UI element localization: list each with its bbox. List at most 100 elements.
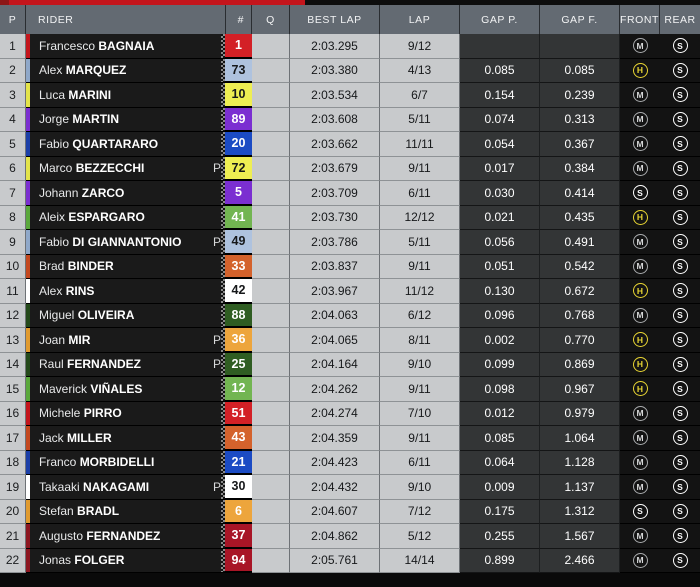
rider-cell[interactable]: Luca MARINI 10 [26, 83, 252, 108]
rider-first-name: Jonas [39, 553, 75, 568]
pit-flag: P [212, 332, 221, 347]
rider-cell[interactable]: Alex RINS 42 [26, 279, 252, 304]
table-row[interactable]: 20 Stefan BRADL 6 2:04.607 7/12 0.175 1.312 S S [0, 499, 700, 524]
rider-cell[interactable]: Miguel OLIVEIRA 88 [26, 303, 252, 328]
checkered-divider [221, 524, 225, 548]
table-row[interactable]: 6 Marco BEZZECCHI P 72 2:03.679 9/11 0.017 0.38… [0, 156, 700, 181]
front-tyre-cell: M [620, 524, 660, 549]
row-position: 20 [0, 499, 26, 524]
rider-last-name: BEZZECCHI [75, 161, 145, 176]
best-lap-cell: 2:05.761 [290, 548, 380, 573]
gap-previous-cell: 0.255 [460, 524, 540, 549]
front-tyre-cell: H [620, 279, 660, 304]
table-row[interactable]: 5 Fabio QUARTARARO 20 2:03.662 11/11 0.054 0.3… [0, 132, 700, 157]
rider-cell[interactable]: Marco BEZZECCHI P 72 [26, 156, 252, 181]
team-color-strip [26, 58, 30, 82]
table-row[interactable]: 16 Michele PIRRO 51 2:04.274 7/10 0.012 0.979 M… [0, 401, 700, 426]
table-row[interactable]: 21 Augusto FERNANDEZ 37 2:04.862 5/12 0.255 1.… [0, 524, 700, 549]
rider-cell[interactable]: Joan MIR P 36 [26, 328, 252, 353]
table-row[interactable]: 1 Francesco BAGNAIA 1 2:03.295 9/12 M S [0, 34, 700, 59]
row-position: 17 [0, 426, 26, 451]
column-header-best-lap: BEST LAP [290, 5, 380, 34]
best-lap-cell: 2:04.262 [290, 377, 380, 402]
table-row[interactable]: 22 Jonas FOLGER 94 2:05.761 14/14 0.899 2.466 M… [0, 548, 700, 573]
rider-cell[interactable]: Michele PIRRO 51 [26, 401, 252, 426]
table-row[interactable]: 19 Takaaki NAKAGAMI P 30 2:04.432 9/10 0.009 1.… [0, 475, 700, 500]
lap-cell: 7/10 [380, 401, 460, 426]
table-row[interactable]: 4 Jorge MARTIN 89 2:03.608 5/11 0.074 0.313 M S [0, 107, 700, 132]
rider-cell[interactable]: Stefan BRADL 6 [26, 499, 252, 524]
rider-first-name: Maverick [39, 381, 91, 396]
table-row[interactable]: 3 Luca MARINI 10 2:03.534 6/7 0.154 0.239 M S [0, 83, 700, 108]
front-tyre-cell: M [620, 475, 660, 500]
gap-first-cell: 1.312 [540, 499, 620, 524]
rider-last-name: BAGNAIA [98, 38, 155, 53]
rider-cell[interactable]: Augusto FERNANDEZ 37 [26, 524, 252, 549]
rider-last-name: FERNANDEZ [67, 357, 142, 372]
rider-number-badge: 6 [225, 499, 252, 523]
rider-cell[interactable]: Alex MARQUEZ 73 [26, 58, 252, 83]
rider-name: Marco BEZZECCHI [39, 161, 144, 175]
qualifying-cell [252, 303, 290, 328]
qualifying-cell [252, 352, 290, 377]
qualifying-cell [252, 107, 290, 132]
checkered-divider [221, 107, 225, 131]
table-row[interactable]: 18 Franco MORBIDELLI 21 2:04.423 6/11 0.064 1.… [0, 450, 700, 475]
rider-cell[interactable]: Jorge MARTIN 89 [26, 107, 252, 132]
row-position: 1 [0, 34, 26, 59]
table-row[interactable]: 15 Maverick VIÑALES 12 2:04.262 9/11 0.098 0.9… [0, 377, 700, 402]
front-tyre-icon: M [632, 454, 648, 470]
column-header-gap-f: GAP F. [540, 5, 620, 34]
rider-cell[interactable]: Jonas FOLGER 94 [26, 548, 252, 573]
rider-last-name: MIR [68, 332, 91, 347]
rider-last-name: OLIVEIRA [77, 308, 135, 323]
rear-tyre-cell: S [660, 83, 700, 108]
rider-cell[interactable]: Aleix ESPARGARO 41 [26, 205, 252, 230]
rider-last-name: PIRRO [83, 406, 122, 421]
gap-first-cell: 1.064 [540, 426, 620, 451]
table-row[interactable]: 12 Miguel OLIVEIRA 88 2:04.063 6/12 0.096 0.76… [0, 303, 700, 328]
gap-first-cell: 0.542 [540, 254, 620, 279]
rider-number-badge: 41 [225, 205, 252, 229]
rider-number-badge: 25 [225, 352, 252, 376]
rider-cell[interactable]: Jack MILLER 43 [26, 426, 252, 451]
rider-cell[interactable]: Fabio DI GIANNANTONIO P 49 [26, 230, 252, 255]
gap-previous-cell: 0.098 [460, 377, 540, 402]
rider-cell[interactable]: Maverick VIÑALES 12 [26, 377, 252, 402]
rider-cell[interactable]: Raul FERNANDEZ P 25 [26, 352, 252, 377]
rear-tyre-icon: S [672, 405, 688, 421]
rider-cell[interactable]: Brad BINDER 33 [26, 254, 252, 279]
lap-cell: 9/11 [380, 156, 460, 181]
table-row[interactable]: 9 Fabio DI GIANNANTONIO P 49 2:03.786 5/11 0.0… [0, 230, 700, 255]
table-row[interactable]: 14 Raul FERNANDEZ P 25 2:04.164 9/10 0.099 0.86… [0, 352, 700, 377]
rider-name: Johann ZARCO [39, 186, 124, 200]
rider-number-badge: 89 [225, 107, 252, 131]
checkered-divider [221, 156, 225, 180]
rider-first-name: Takaaki [39, 479, 84, 494]
rider-cell[interactable]: Johann ZARCO 5 [26, 181, 252, 206]
rider-cell[interactable]: Francesco BAGNAIA 1 [26, 34, 252, 59]
front-tyre-cell: M [620, 548, 660, 573]
table-row[interactable]: 11 Alex RINS 42 2:03.967 11/12 0.130 0.672 H S [0, 279, 700, 304]
rider-cell[interactable]: Fabio QUARTARARO 20 [26, 132, 252, 157]
gap-first-cell: 0.367 [540, 132, 620, 157]
table-row[interactable]: 8 Aleix ESPARGARO 41 2:03.730 12/12 0.021 0.43… [0, 205, 700, 230]
table-row[interactable]: 13 Joan MIR P 36 2:04.065 8/11 0.002 0.770 H S [0, 328, 700, 353]
rider-number-badge: 1 [225, 34, 252, 58]
table-row[interactable]: 17 Jack MILLER 43 2:04.359 9/11 0.085 1.064 M S [0, 426, 700, 451]
rider-name: Miguel OLIVEIRA [39, 308, 134, 322]
rider-cell[interactable]: Franco MORBIDELLI 21 [26, 450, 252, 475]
table-row[interactable]: 10 Brad BINDER 33 2:03.837 9/11 0.051 0.542 M S [0, 254, 700, 279]
table-row[interactable]: 2 Alex MARQUEZ 73 2:03.380 4/13 0.085 0.085 H S [0, 58, 700, 83]
table-row[interactable]: 7 Johann ZARCO 5 2:03.709 6/11 0.030 0.414 S S [0, 181, 700, 206]
row-position: 21 [0, 524, 26, 549]
checkered-divider [221, 475, 225, 499]
rider-first-name: Alex [39, 63, 66, 78]
front-tyre-icon: M [632, 479, 648, 495]
front-tyre-cell: H [620, 377, 660, 402]
front-tyre-cell: M [620, 450, 660, 475]
lap-cell: 12/12 [380, 205, 460, 230]
column-header-position: P [0, 5, 26, 34]
rider-cell[interactable]: Takaaki NAKAGAMI P 30 [26, 475, 252, 500]
front-tyre-icon: M [632, 258, 648, 274]
